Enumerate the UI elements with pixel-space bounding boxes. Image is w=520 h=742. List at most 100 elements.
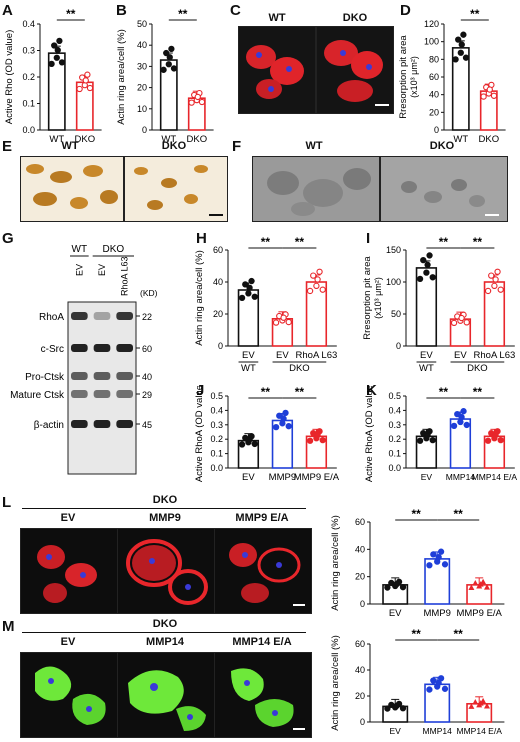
A-point-0-4 xyxy=(58,59,66,66)
D-tick-label-1: 20 xyxy=(429,107,439,117)
K-tick-label-3: 0.3 xyxy=(388,420,401,430)
K-sig-mark-1: ** xyxy=(473,386,483,399)
L-point-1-1 xyxy=(430,551,437,558)
D-xlabel-0: WT xyxy=(453,134,468,145)
H-tick-label-1: 20 xyxy=(213,309,223,319)
L-point-1-4 xyxy=(441,561,449,568)
panel-K-chart: Active RhoA (OD value) 0.0 0.1 0.2 0.3 0.4 0.5… xyxy=(364,386,518,482)
G-band-0-lane-2 xyxy=(116,312,133,320)
J-point-2-4 xyxy=(319,436,326,444)
panel-M-image-2 xyxy=(214,652,312,738)
J-point-1-3 xyxy=(282,409,289,417)
B-point-1-4 xyxy=(198,98,206,106)
G-band-3-lane-0 xyxy=(71,390,88,398)
panel-M-image-1 xyxy=(117,652,215,738)
A-point-0-2 xyxy=(53,54,60,61)
L-sig-mark-1: ** xyxy=(454,507,464,521)
D-ylabel-unit: (x10³ μm²) xyxy=(409,56,419,98)
G-band-label-0: RhoA xyxy=(39,312,64,323)
D-point-0-3 xyxy=(460,31,467,38)
K-tick-label-5: 0.5 xyxy=(388,391,401,401)
J-tick-label-3: 0.3 xyxy=(210,420,223,430)
H-sub-label-1: DKO xyxy=(289,363,310,374)
H-point-0-0 xyxy=(238,294,246,301)
panel-J-chart: Active RhoA (OD value) 0.0 0.1 0.2 0.3 0.4 0.5… xyxy=(194,386,340,483)
K-xlabel-2: MMP14 E/A xyxy=(472,472,518,482)
D-point-0-0 xyxy=(452,56,459,63)
D-ylabel: Rresorption pit area xyxy=(398,35,409,119)
I-point-0-5 xyxy=(424,261,431,268)
H-xlabel-1: EV xyxy=(276,350,289,361)
K-point-2-4 xyxy=(497,436,504,444)
J-tick-label-0: 0.0 xyxy=(210,463,223,473)
panel-F-image-wt xyxy=(252,156,380,222)
panel-F-label-wt: WT xyxy=(305,140,323,152)
B-tick-label-1: 10 xyxy=(137,104,147,114)
panel-F-label-dko: DKO xyxy=(429,140,455,152)
H-point-1-5 xyxy=(280,314,287,321)
I-sub-label-0: WT xyxy=(419,363,434,374)
A-point-0-0 xyxy=(48,60,55,68)
panel-G-letter: G xyxy=(2,230,14,247)
I-point-1-0 xyxy=(450,319,458,327)
G-band-2-lane-1 xyxy=(93,372,111,380)
A-tick-label-2: 0.2 xyxy=(22,72,35,82)
H-point-2-3 xyxy=(316,268,323,275)
M-point-1-4 xyxy=(441,685,449,692)
M-tick-label-1: 20 xyxy=(355,691,365,701)
K-point-1-4 xyxy=(463,421,470,429)
I-point-1-5 xyxy=(458,314,465,322)
G-marker-1: 60 xyxy=(142,344,152,354)
A-tick-label-0: 0.0 xyxy=(22,125,35,135)
panel-C-letter: C xyxy=(230,2,241,19)
panel-B-chart: Actin ring area/cell (%) 0 10 20 30 40 50 WT DKO… xyxy=(116,7,214,145)
M-xlabel-2: MMP14 E/A xyxy=(457,726,503,736)
G-marker-4: 45 xyxy=(142,420,152,430)
H-point-0-2 xyxy=(245,290,252,297)
L-point-2-5 xyxy=(477,581,484,587)
H-point-0-1 xyxy=(242,281,249,288)
J-point-0-4 xyxy=(251,440,258,448)
L-tick-label-3: 60 xyxy=(355,517,365,527)
B-point-0-5 xyxy=(166,54,173,61)
M-point-2-4 xyxy=(483,702,490,709)
panel-E-label-dko: DKO xyxy=(161,140,187,152)
H-point-0-3 xyxy=(248,277,255,285)
panel-L-label-1: MMP9 xyxy=(149,512,181,524)
panel-E-image-wt xyxy=(20,156,124,222)
panel-L-image-2 xyxy=(214,528,312,614)
M-sig-mark-1: ** xyxy=(454,627,464,641)
L-point-2-1 xyxy=(472,579,479,586)
L-point-0-0 xyxy=(384,584,391,591)
D-tick-label-6: 120 xyxy=(424,19,439,29)
H-tick-label-2: 40 xyxy=(213,277,223,287)
I-tick-label-2: 100 xyxy=(386,277,401,287)
B-point-0-1 xyxy=(163,49,170,57)
J-tick-label-4: 0.4 xyxy=(210,405,223,415)
H-point-2-5 xyxy=(314,276,321,283)
L-tick-label-1: 20 xyxy=(355,572,365,582)
panel-H-chart: Actin ring area/cell (%) 0 20 40 60 EV EV RhoA … xyxy=(194,235,337,374)
M-tick-label-0: 0 xyxy=(360,717,365,727)
D-point-0-2 xyxy=(457,49,464,56)
G-band-1-lane-2 xyxy=(116,344,133,352)
I-xlabel-0: EV xyxy=(420,350,433,361)
J-xlabel-0: EV xyxy=(242,472,255,483)
H-point-1-4 xyxy=(285,318,292,326)
J-sig-mark-1: ** xyxy=(295,386,305,399)
L-point-0-4 xyxy=(399,584,407,591)
H-sig-mark-1: ** xyxy=(295,235,305,249)
H-sig-mark-0: ** xyxy=(261,235,271,249)
M-point-1-0 xyxy=(426,686,433,693)
I-ylabel: Rresorption pit area xyxy=(362,256,373,340)
J-point-2-5 xyxy=(314,431,321,439)
A-point-0-5 xyxy=(54,46,61,54)
panel-L-image-1 xyxy=(117,528,215,614)
D-tick-label-3: 60 xyxy=(429,72,439,82)
panel-M-letter: M xyxy=(2,618,15,635)
I-point-0-1 xyxy=(420,256,427,264)
H-point-0-4 xyxy=(251,293,258,300)
panel-M-dko-label: DKO xyxy=(152,618,178,630)
panel-L-letter: L xyxy=(2,494,12,511)
L-point-2-4 xyxy=(483,584,490,590)
